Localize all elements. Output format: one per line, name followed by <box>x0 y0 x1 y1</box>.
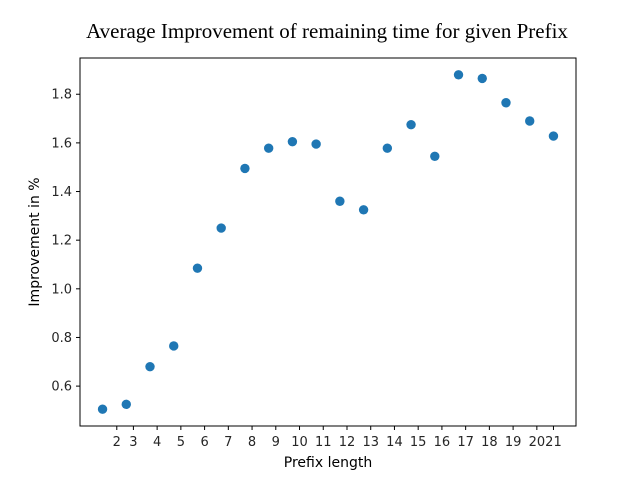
x-tick-label: 12 <box>339 435 356 450</box>
x-tick-label: 2 <box>113 435 121 450</box>
data-point <box>501 98 511 108</box>
data-point <box>97 404 108 414</box>
x-tick-label: 19 <box>505 435 522 450</box>
y-axis: 0.6 0.8 1.0 1.2 1.4 1.6 1.8 <box>51 88 80 395</box>
x-tick-label: 16 <box>434 435 451 450</box>
data-point <box>430 151 440 161</box>
chart-title: Average Improvement of remaining time fo… <box>86 19 568 43</box>
data-point <box>145 361 155 372</box>
data-point <box>311 139 321 149</box>
data-point <box>525 116 535 126</box>
data-point <box>240 163 250 174</box>
data-point <box>548 131 559 141</box>
data-point <box>121 399 131 410</box>
data-point <box>287 136 298 147</box>
data-point <box>216 223 226 233</box>
data-point <box>335 196 345 206</box>
x-tick-label: 14 <box>386 435 403 450</box>
x-tick-label: 13 <box>362 435 379 450</box>
x-tick-label: 17 <box>457 435 474 450</box>
data-point <box>358 205 369 215</box>
data-point <box>477 73 487 84</box>
y-tick-label: 0.6 <box>51 380 72 395</box>
data-points <box>97 70 559 414</box>
y-tick-label: 0.8 <box>51 331 72 346</box>
x-tick-label: 20 <box>529 435 546 450</box>
x-tick-label: 9 <box>272 435 280 450</box>
y-tick-label: 1.4 <box>51 185 72 200</box>
x-tick-label: 11 <box>315 435 332 450</box>
x-tick-label: 21 <box>545 435 562 450</box>
data-point <box>263 143 274 153</box>
y-tick-label: 1.6 <box>51 136 72 151</box>
x-tick-label: 3 <box>129 435 137 450</box>
data-point <box>169 341 179 351</box>
data-point <box>453 70 464 80</box>
x-axis-label: Prefix length <box>284 455 372 471</box>
data-point <box>192 263 203 273</box>
x-tick-label: 6 <box>200 435 208 450</box>
x-axis: 2 3 4 5 6 7 8 9 10 11 12 13 14 15 16 17 18 19 20 21 <box>113 426 562 450</box>
y-tick-label: 1.8 <box>51 88 72 103</box>
x-tick-label: 5 <box>177 435 185 450</box>
x-tick-label: 7 <box>224 435 232 450</box>
x-tick-label: 4 <box>153 435 161 450</box>
x-tick-label: 18 <box>481 435 498 450</box>
x-tick-label: 15 <box>410 435 427 450</box>
x-tick-label: 10 <box>291 435 308 450</box>
data-point <box>382 143 393 153</box>
y-axis-label: Improvement in % <box>27 177 43 306</box>
plot-area-frame <box>79 57 577 427</box>
data-point <box>406 119 416 130</box>
y-tick-label: 1.0 <box>51 282 72 297</box>
x-tick-label: 8 <box>248 435 256 450</box>
y-tick-label: 1.2 <box>51 234 72 249</box>
